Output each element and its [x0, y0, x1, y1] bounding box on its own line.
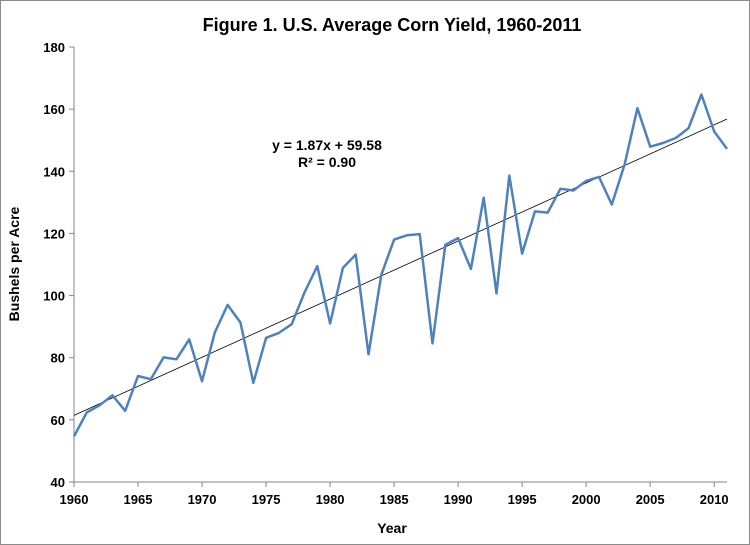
y-tick-label: 100: [43, 289, 65, 304]
x-tick-label: 1970: [188, 492, 217, 507]
x-tick-label: 1990: [444, 492, 473, 507]
x-tick-label: 2010: [700, 492, 729, 507]
trendline-r-squared: R² = 0.90: [298, 154, 356, 170]
y-tick-label: 160: [43, 102, 65, 117]
x-tick-label: 2005: [636, 492, 665, 507]
x-tick-label: 1960: [60, 492, 89, 507]
y-tick-label: 120: [43, 226, 65, 241]
x-tick-label: 1995: [508, 492, 537, 507]
x-axis-ticks: 1960 1965 1970 1975 1980 1985 1990 1995 2000 2005…: [60, 482, 729, 507]
y-axis-label: Bushels per Acre: [6, 206, 22, 321]
x-tick-label: 1985: [380, 492, 409, 507]
y-tick-label: 180: [43, 40, 65, 55]
series-line: [72, 93, 729, 437]
y-tick-label: 140: [43, 164, 65, 179]
x-tick-label: 1965: [124, 492, 153, 507]
chart-title: Figure 1. U.S. Average Corn Yield, 1960-…: [203, 15, 582, 35]
x-tick-label: 1980: [316, 492, 345, 507]
x-tick-label: 2000: [572, 492, 601, 507]
y-axis-ticks: 40 60 80 100 120 140 160 180: [43, 40, 74, 490]
trendline-equation: y = 1.87x + 59.58: [272, 137, 382, 153]
y-tick-label: 60: [51, 413, 65, 428]
x-axis-label: Year: [377, 520, 407, 536]
x-tick-label: 1975: [252, 492, 281, 507]
y-tick-label: 40: [51, 475, 65, 490]
trendline: [73, 118, 728, 416]
y-tick-label: 80: [51, 351, 65, 366]
